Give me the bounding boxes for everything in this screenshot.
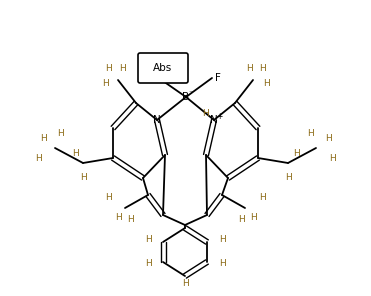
Text: +: +: [216, 112, 222, 120]
Text: H: H: [263, 78, 269, 88]
Text: H: H: [145, 236, 151, 244]
Text: H: H: [325, 133, 331, 142]
Text: H: H: [260, 64, 266, 73]
Text: Abs: Abs: [153, 63, 173, 73]
Text: H: H: [40, 133, 46, 142]
Text: H: H: [72, 149, 78, 157]
Text: H: H: [219, 258, 225, 268]
Text: H: H: [115, 213, 121, 223]
Text: H: H: [219, 236, 225, 244]
Text: B: B: [183, 92, 190, 102]
Text: N: N: [153, 115, 161, 125]
Text: H: H: [145, 258, 151, 268]
Text: N: N: [210, 115, 218, 125]
Text: H: H: [80, 173, 86, 183]
Text: H: H: [285, 173, 291, 183]
Text: H: H: [308, 128, 314, 138]
Text: H: H: [57, 128, 63, 138]
Text: H: H: [119, 64, 125, 73]
Text: H: H: [201, 109, 209, 118]
Text: H: H: [237, 215, 244, 224]
Text: H: H: [329, 154, 336, 163]
Text: H: H: [250, 213, 256, 223]
Text: H: H: [35, 154, 42, 163]
Text: H: H: [293, 149, 299, 157]
FancyBboxPatch shape: [138, 53, 188, 83]
Text: H: H: [102, 78, 108, 88]
Text: H: H: [182, 279, 188, 289]
Text: H: H: [105, 194, 111, 202]
Text: H: H: [105, 64, 111, 73]
Text: ⁻: ⁻: [189, 89, 193, 97]
Text: F: F: [215, 73, 221, 83]
Text: H: H: [260, 194, 266, 202]
Text: H: H: [246, 64, 252, 73]
Text: H: H: [127, 215, 134, 224]
